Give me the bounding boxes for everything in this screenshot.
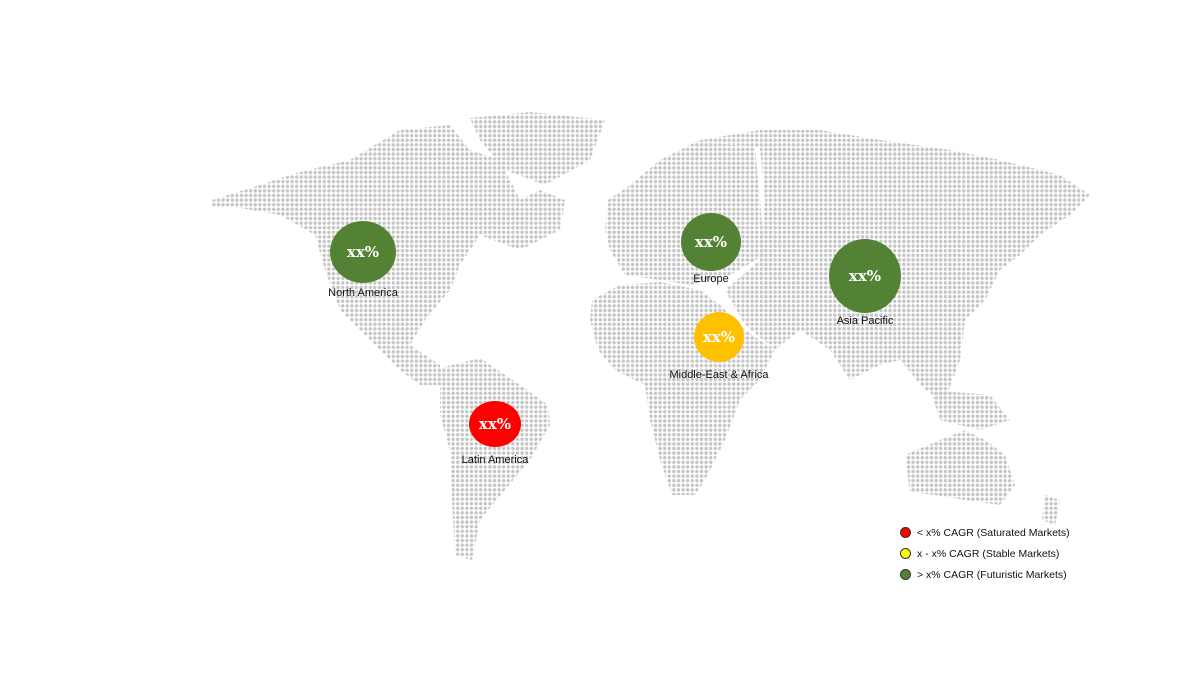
region-bubble bbox=[829, 239, 901, 313]
region-value: xx% bbox=[695, 233, 727, 251]
continent-south-america bbox=[440, 358, 550, 560]
continent-australia bbox=[905, 430, 1015, 505]
region-asia-pacific: xx% Asia Pacific bbox=[829, 239, 901, 327]
region-bubbles: xx% North America xx% Europe xx% Asia Pacific… bbox=[328, 213, 901, 466]
new-zealand bbox=[1042, 495, 1060, 525]
region-bubble bbox=[694, 312, 744, 362]
region-north-america: xx% North America bbox=[328, 221, 399, 299]
yellow-dot-icon bbox=[900, 548, 911, 559]
region-value: xx% bbox=[703, 328, 735, 346]
green-dot-icon bbox=[900, 569, 911, 580]
legend: < x% CAGR (Saturated Markets) x - x% CAG… bbox=[900, 522, 1070, 585]
region-value: xx% bbox=[849, 267, 881, 285]
region-latin-america: xx% Latin America bbox=[462, 401, 530, 466]
continent-greenland bbox=[470, 112, 605, 185]
region-label: North America bbox=[328, 287, 399, 299]
region-value: xx% bbox=[347, 243, 379, 261]
continent-oceania-islands bbox=[930, 390, 1010, 430]
region-europe: xx% Europe bbox=[681, 213, 741, 285]
region-label: Europe bbox=[693, 273, 728, 285]
legend-label: < x% CAGR (Saturated Markets) bbox=[917, 526, 1070, 539]
region-bubble bbox=[330, 221, 396, 283]
legend-label: x - x% CAGR (Stable Markets) bbox=[917, 547, 1060, 560]
continents bbox=[212, 112, 1090, 560]
legend-label: > x% CAGR (Futuristic Markets) bbox=[917, 568, 1067, 581]
region-middle-east-africa: xx% Middle-East & Africa bbox=[669, 312, 769, 381]
region-bubble bbox=[681, 213, 741, 271]
region-bubble bbox=[469, 401, 521, 447]
legend-item-stable: x - x% CAGR (Stable Markets) bbox=[900, 543, 1070, 564]
region-label: Middle-East & Africa bbox=[669, 369, 769, 381]
legend-item-saturated: < x% CAGR (Saturated Markets) bbox=[900, 522, 1070, 543]
continent-europe bbox=[605, 140, 765, 285]
region-value: xx% bbox=[479, 415, 511, 433]
region-label: Latin America bbox=[462, 454, 530, 466]
region-label: Asia Pacific bbox=[837, 315, 894, 327]
legend-item-futuristic: > x% CAGR (Futuristic Markets) bbox=[900, 564, 1070, 585]
red-dot-icon bbox=[900, 527, 911, 538]
